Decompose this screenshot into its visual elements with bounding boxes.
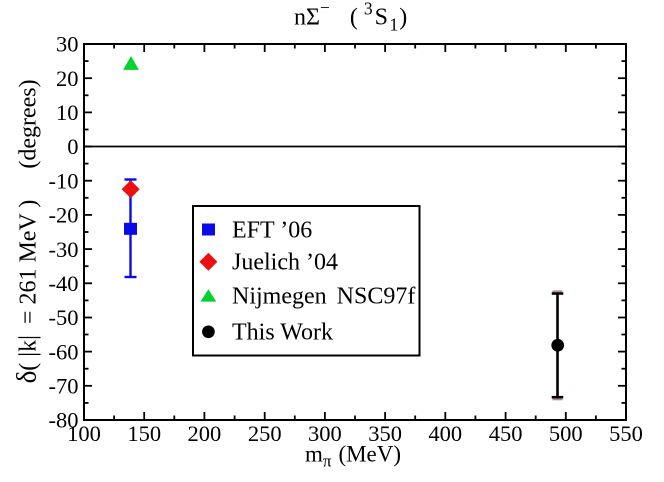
- svg-text:550: 550: [609, 421, 643, 446]
- svg-text:-80: -80: [49, 408, 79, 433]
- svg-text:-10: -10: [49, 168, 79, 193]
- svg-text:20: 20: [56, 66, 79, 91]
- svg-text:0: 0: [67, 134, 78, 159]
- svg-text:-40: -40: [49, 271, 79, 296]
- svg-text:450: 450: [489, 421, 523, 446]
- svg-text:-60: -60: [49, 339, 79, 364]
- svg-text:10: 10: [56, 100, 79, 125]
- svg-text:-70: -70: [49, 374, 79, 399]
- svg-text:150: 150: [127, 421, 161, 446]
- svg-text:100: 100: [67, 421, 101, 446]
- svg-text:500: 500: [549, 421, 583, 446]
- svg-text:400: 400: [428, 421, 462, 446]
- svg-text:mπ(MeV): mπ (MeV): [305, 442, 401, 471]
- svg-text:-50: -50: [49, 305, 79, 330]
- svg-text:200: 200: [188, 421, 222, 446]
- svg-text:This Work: This Work: [232, 320, 333, 346]
- svg-text:-30: -30: [49, 237, 79, 262]
- svg-text:-20: -20: [49, 203, 79, 228]
- svg-text:300: 300: [308, 421, 342, 446]
- svg-text:δ( |k| = 261 MeV )(degrees): δ( |k| = 261 MeV )(degrees): [12, 79, 42, 383]
- svg-text:30: 30: [56, 32, 79, 57]
- svg-text:Juelich ’04: Juelich ’04: [232, 250, 338, 276]
- svg-text:250: 250: [248, 421, 282, 446]
- svg-text:EFT ’06: EFT ’06: [232, 218, 312, 244]
- svg-text:Nijmegen NSC97f: Nijmegen NSC97f: [232, 283, 415, 309]
- svg-text:350: 350: [368, 421, 402, 446]
